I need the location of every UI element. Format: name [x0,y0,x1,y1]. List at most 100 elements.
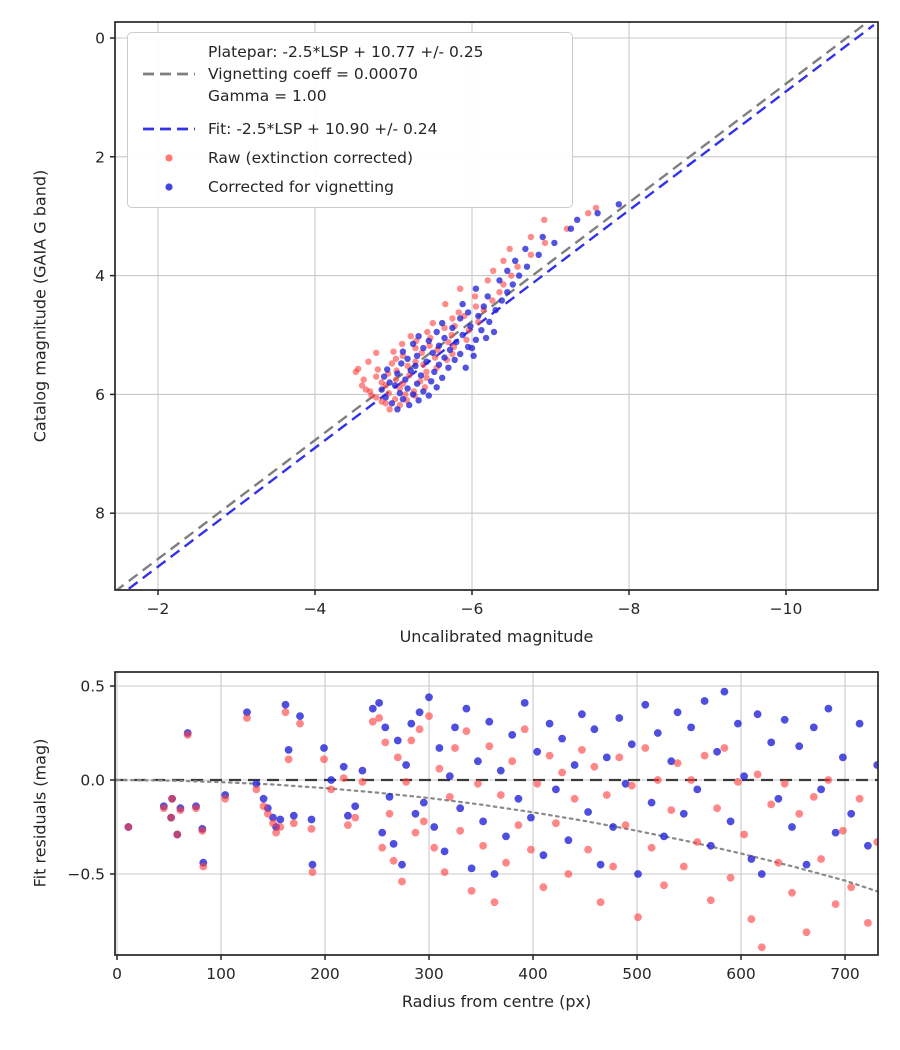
scatter-point [358,778,367,786]
scatter-point [393,753,402,762]
scatter-point [433,384,440,391]
y-tick-label: 0 [95,30,105,48]
scatter-point [502,832,510,841]
scatter-point [389,856,398,865]
legend: Platepar: -2.5*LSP + 10.77 +/- 0.25 Vign… [127,32,573,208]
scatter-point [535,251,542,258]
scatter-point [720,744,729,752]
scatter-point [687,723,695,732]
scatter-point [173,830,182,839]
scatter-point [468,344,476,352]
scatter-point [551,239,558,247]
scatter-point [445,364,452,371]
scatter-point [802,928,811,937]
scatter-point [373,373,380,380]
scatter-point [527,233,535,241]
scatter-point [462,727,471,735]
scatter-point [522,245,529,253]
scatter-point [433,328,440,336]
scatter-point [713,747,721,756]
scatter-point [448,331,455,339]
scatter-point [435,342,443,349]
scatter-point [451,723,459,732]
legend-entry-fit: Fit: -2.5*LSP + 10.90 +/- 0.24 [140,118,562,140]
scatter-point [394,406,401,413]
blue-dashed-line-sample [140,126,198,132]
scatter-point [440,847,449,856]
scatter-point [864,841,872,850]
vignetting-model-curve [115,778,878,893]
scatter-point [424,328,431,336]
red-dot-marker-sample [140,153,198,163]
scatter-point [809,723,818,732]
scatter-point [490,267,497,274]
scatter-point [767,738,776,747]
scatter-point [496,766,505,775]
scatter-point [780,715,789,724]
y-tick-label: −0.5 [67,866,105,884]
x-tick-label: 600 [726,965,756,983]
scatter-point [176,806,185,814]
scatter-point [320,744,328,752]
scatter-point [504,267,511,274]
scatter-point [351,813,360,822]
scatter-point [457,350,464,358]
scatter-point [398,360,405,367]
legend-entry-raw: Raw (extinction corrected) [140,147,562,169]
scatter-point [514,263,521,270]
scatter-point [441,324,448,332]
scatter-point [478,327,485,334]
scatter-point [457,285,464,292]
scatter-point [402,761,410,769]
scatter-point [817,785,825,794]
scatter-point [667,757,676,766]
scatter-point [480,303,487,310]
scatter-point [389,840,398,848]
scatter-point [307,815,316,824]
scatter-point [767,800,776,809]
scatter-point [490,870,499,878]
scatter-point [378,379,385,386]
scatter-point [423,374,430,381]
scatter-point [453,338,460,346]
scatter-point [855,719,864,728]
scatter-point [404,385,411,392]
scatter-point [609,823,617,831]
scatter-point [392,376,400,383]
scatter-point [439,319,446,327]
scatter-point [429,349,436,356]
scatter-point [339,774,348,782]
y-tick-label: 8 [95,505,105,523]
magnitude-fit-corrected-series [378,201,622,413]
scatter-point [574,216,581,223]
scatter-point [381,723,390,732]
scatter-point [419,817,428,826]
scatter-point [429,319,436,327]
scatter-point [720,687,729,696]
scatter-point [445,793,454,801]
scatter-point [388,400,396,407]
scatter-point [435,361,443,368]
scatter-point [243,708,251,717]
scatter-point [276,823,285,831]
scatter-point [485,742,494,751]
scatter-point [425,392,432,399]
scatter-point [864,919,872,927]
scatter-point [527,813,535,822]
scatter-point [296,719,304,728]
scatter-point [430,843,439,852]
scatter-point [500,257,507,264]
scatter-point [523,263,531,270]
scatter-point [415,708,424,717]
scatter-point [168,794,177,803]
scatter-point [423,368,430,375]
scatter-point [308,860,317,869]
scatter-point [615,753,624,762]
scatter-point [570,761,579,769]
scatter-point [411,809,420,818]
residuals-plot: 0 100 200 300 400 500 600 700 0.5 0.0 −0.5 [67,671,879,983]
scatter-point [365,358,372,365]
scatter-point [788,888,796,897]
scatter-point [435,764,444,773]
y-tick-label: 0.0 [80,772,105,790]
